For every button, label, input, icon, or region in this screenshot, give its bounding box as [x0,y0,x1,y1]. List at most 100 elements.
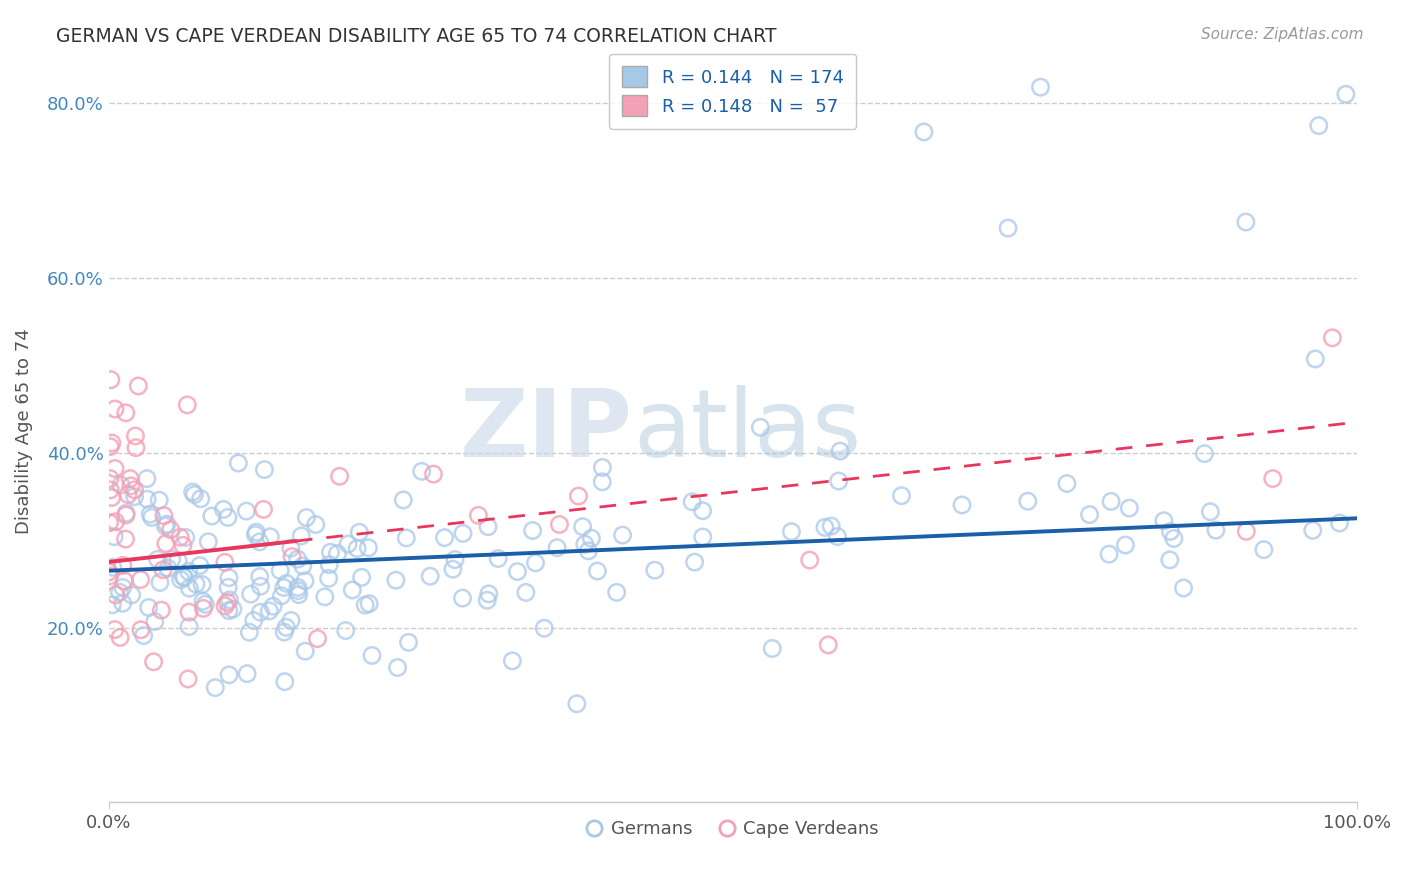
Point [522,524,544,538]
Point [612,528,634,542]
Point [156,561,179,575]
Point [222,602,245,616]
Point [591,475,613,489]
Point [146,552,169,566]
Point [236,666,259,681]
Point [160,552,183,566]
Point [183,487,205,501]
Point [291,558,314,573]
Point [167,553,190,567]
Point [155,519,177,533]
Point [441,562,464,576]
Point [156,517,179,532]
Point [108,585,131,599]
Point [104,402,127,417]
Point [506,565,529,579]
Point [1099,494,1122,508]
Point [477,593,499,607]
Point [276,620,298,634]
Point [129,573,152,587]
Text: Source: ZipAtlas.com: Source: ZipAtlas.com [1201,27,1364,42]
Point [191,594,214,608]
Point [357,541,380,555]
Point [252,502,274,516]
Point [830,444,852,458]
Point [172,570,194,584]
Point [288,588,311,602]
Point [1302,524,1324,538]
Point [188,558,211,573]
Point [124,429,146,443]
Point [644,563,666,577]
Point [1153,514,1175,528]
Point [148,493,170,508]
Point [290,529,312,543]
Point [174,531,197,545]
Point [181,485,204,500]
Point [155,536,177,550]
Point [524,556,547,570]
Point [239,587,262,601]
Point [571,519,593,533]
Point [141,510,163,524]
Point [177,605,200,619]
Point [890,489,912,503]
Point [170,573,193,587]
Point [101,598,124,612]
Point [1261,471,1284,485]
Point [273,581,295,595]
Point [197,534,219,549]
Point [1173,581,1195,595]
Point [1163,532,1185,546]
Point [335,624,357,638]
Point [307,632,329,646]
Point [287,581,309,595]
Point [780,524,803,539]
Point [1078,508,1101,522]
Point [314,590,336,604]
Point [104,461,127,475]
Point [98,516,121,530]
Point [104,623,127,637]
Point [98,471,121,485]
Point [103,530,125,544]
Point [1114,538,1136,552]
Point [350,570,373,584]
Point [1199,505,1222,519]
Point [318,558,340,572]
Point [478,587,501,601]
Point [294,644,316,658]
Point [342,582,364,597]
Point [361,648,384,663]
Point [143,615,166,629]
Point [533,621,555,635]
Point [567,489,589,503]
Point [274,674,297,689]
Point [586,564,609,578]
Point [1159,524,1181,539]
Point [950,498,973,512]
Point [280,541,302,556]
Point [451,526,474,541]
Point [1303,351,1326,366]
Point [125,441,148,455]
Point [214,555,236,569]
Point [273,625,295,640]
Point [204,681,226,695]
Point [346,541,368,556]
Point [820,519,842,533]
Point [817,638,839,652]
Point [477,519,499,533]
Point [359,597,381,611]
Point [354,598,377,612]
Point [683,555,706,569]
Point [249,605,271,619]
Point [581,531,603,545]
Point [101,436,124,450]
Point [287,552,309,566]
Point [574,537,596,551]
Point [111,596,134,610]
Point [1234,215,1257,229]
Point [245,527,267,541]
Point [411,464,433,478]
